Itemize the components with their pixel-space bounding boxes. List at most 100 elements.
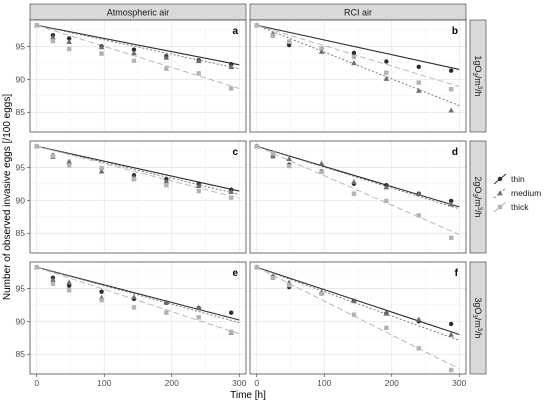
data-point-thin bbox=[131, 47, 137, 52]
legend-item-medium: medium bbox=[493, 187, 541, 199]
data-point-thick bbox=[131, 177, 137, 182]
data-point-medium bbox=[318, 160, 325, 166]
data-point-thick bbox=[286, 163, 292, 169]
legend-item-thin: thin bbox=[493, 173, 525, 185]
data-point-thin bbox=[66, 36, 72, 41]
data-point-thick bbox=[497, 204, 503, 210]
fit-line-thin bbox=[36, 145, 240, 192]
fit-line-thin bbox=[36, 24, 240, 66]
y-tick-label: 85 bbox=[16, 349, 26, 359]
data-point-medium bbox=[286, 155, 292, 162]
data-point-medium bbox=[66, 279, 72, 285]
x-tick-label: 0 bbox=[34, 378, 39, 388]
panel-border bbox=[249, 140, 467, 254]
panel-label: d bbox=[452, 147, 458, 158]
axes-layer: 85 90 95 85 90 95 85 90 95 0 100 200 300 0 100 200 300 Ti… bbox=[2, 41, 467, 401]
panel-border bbox=[29, 261, 247, 375]
data-point-medium bbox=[448, 331, 454, 337]
data-point-thick bbox=[270, 275, 276, 281]
data-point-thick bbox=[99, 165, 104, 171]
data-point-medium bbox=[50, 276, 56, 283]
data-point-thin bbox=[448, 198, 454, 204]
data-point-thick bbox=[164, 66, 169, 71]
data-point-medium bbox=[163, 178, 170, 184]
data-point-thick bbox=[384, 325, 389, 331]
x-tick-label: 300 bbox=[452, 378, 466, 388]
data-point-medium bbox=[415, 316, 422, 322]
x-tick-label: 200 bbox=[385, 378, 399, 388]
data-point-medium bbox=[383, 184, 390, 190]
legend-line bbox=[493, 201, 507, 213]
column-strip: RCI air bbox=[249, 3, 467, 21]
panel-label: b bbox=[452, 26, 458, 37]
data-point-medium bbox=[163, 54, 170, 60]
data-point-thick bbox=[34, 265, 39, 270]
data-point-thick bbox=[254, 23, 259, 28]
row-strip-box bbox=[469, 140, 487, 254]
data-point-thick bbox=[416, 213, 421, 218]
data-point-thick bbox=[50, 281, 56, 286]
fit-line-medium bbox=[36, 24, 240, 70]
data-point-medium bbox=[66, 158, 72, 164]
data-point-thick bbox=[351, 312, 357, 317]
fit-line-thick bbox=[256, 24, 460, 87]
row-strip-label: 3gO3/m3/h bbox=[471, 297, 483, 338]
data-point-thick bbox=[228, 195, 234, 200]
data-point-medium bbox=[131, 50, 137, 56]
data-point-medium bbox=[415, 87, 422, 93]
column-strip-label: Atmospheric air bbox=[107, 8, 170, 18]
data-point-thin bbox=[351, 50, 357, 56]
data-point-medium bbox=[351, 298, 357, 304]
data-point-thin bbox=[497, 176, 503, 182]
panel-label: c bbox=[232, 147, 238, 158]
legend-label: medium bbox=[511, 188, 541, 198]
panel-border bbox=[29, 140, 247, 254]
data-point-medium bbox=[448, 107, 454, 113]
data-point-medium bbox=[50, 34, 56, 40]
data-point-thick bbox=[99, 298, 104, 303]
data-point-thick bbox=[416, 80, 421, 85]
data-point-thick bbox=[351, 191, 357, 196]
y-tick-label: 95 bbox=[16, 162, 26, 172]
data-point-thick bbox=[319, 291, 324, 296]
data-point-thick bbox=[351, 54, 357, 60]
panel-a: a bbox=[29, 19, 247, 133]
fit-line-thin bbox=[256, 24, 460, 70]
y-tick-label: 85 bbox=[16, 228, 26, 238]
data-point-medium bbox=[163, 299, 170, 305]
data-point-thick bbox=[448, 367, 454, 373]
data-point-thick bbox=[416, 346, 421, 351]
data-point-thick bbox=[50, 38, 56, 44]
data-point-thick bbox=[286, 39, 292, 44]
data-point-medium bbox=[383, 310, 390, 316]
data-point-thick bbox=[228, 86, 234, 91]
row-strip: 3gO3/m3/h bbox=[469, 261, 487, 375]
y-tick-label: 90 bbox=[16, 316, 26, 326]
data-point-thick bbox=[254, 265, 259, 270]
fit-line-thin bbox=[256, 145, 460, 208]
data-point-medium bbox=[195, 304, 202, 310]
data-point-thick bbox=[384, 198, 389, 204]
data-point-thick bbox=[384, 70, 389, 75]
data-point-thin bbox=[416, 64, 421, 69]
column-strip-label: RCI air bbox=[344, 8, 372, 18]
data-point-medium bbox=[318, 48, 325, 54]
data-point-medium bbox=[270, 153, 276, 159]
x-tick-label: 100 bbox=[317, 378, 331, 388]
y-tick-label: 95 bbox=[16, 41, 26, 51]
data-point-medium bbox=[228, 63, 234, 70]
row-strip-box bbox=[469, 19, 487, 133]
data-point-medium bbox=[497, 190, 503, 196]
panel-c: c bbox=[29, 140, 247, 254]
x-tick-label: 200 bbox=[165, 378, 179, 388]
legend-label: thick bbox=[511, 202, 529, 212]
panel-border bbox=[249, 261, 467, 375]
legend-label: thin bbox=[511, 174, 525, 184]
data-point-medium bbox=[195, 183, 202, 189]
data-point-medium bbox=[98, 168, 105, 174]
data-point-medium bbox=[351, 60, 357, 66]
y-tick-label: 95 bbox=[16, 283, 26, 293]
y-tick-label: 90 bbox=[16, 195, 26, 205]
